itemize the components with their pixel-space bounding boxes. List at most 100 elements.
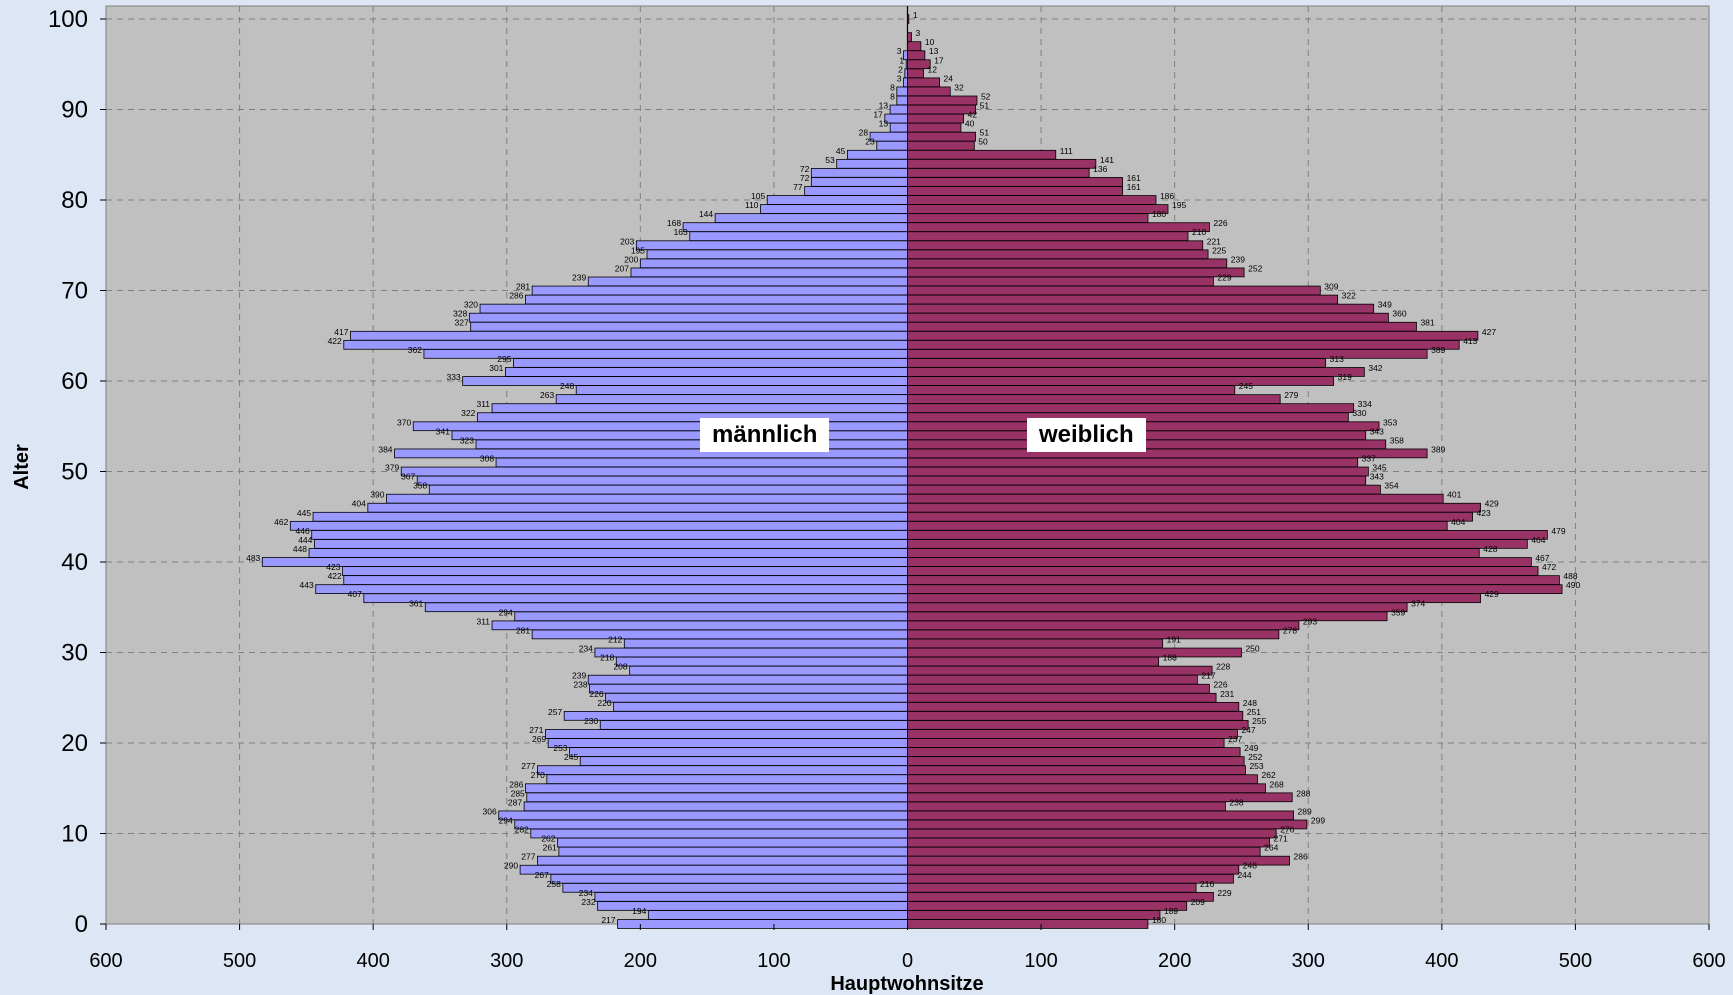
bar-weiblich-33 [907,620,1300,631]
value-label: 10 [925,37,935,47]
value-label: 444 [298,535,312,545]
value-label: 327 [454,318,468,328]
value-label: 286 [509,291,523,301]
value-label: 28 [859,128,869,138]
value-label: 50 [978,137,988,147]
value-label: 281 [516,625,530,635]
value-label: 8 [890,91,895,101]
value-label: 462 [274,517,288,527]
bar-weiblich-96 [907,50,926,61]
value-label: 358 [1390,435,1404,445]
bar-weiblich-86 [907,140,975,151]
bar-maennlich-81 [804,186,908,196]
value-label: 389 [1431,444,1445,454]
value-label: 281 [516,282,530,292]
bar-maennlich-3 [594,892,908,902]
bar-weiblich-42 [907,539,1528,549]
value-label: 234 [579,888,593,898]
bar-weiblich-45 [907,511,1473,522]
bar-maennlich-46 [367,502,908,513]
value-label: 343 [1370,472,1384,482]
bar-weiblich-67 [907,312,1389,323]
bar-maennlich-92 [896,86,908,97]
value-label: 264 [1264,843,1278,853]
value-label: 341 [436,426,450,436]
value-label: 51 [980,101,990,111]
value-label: 294 [499,607,513,617]
bar-maennlich-55 [412,421,908,432]
x-tick-label: 600 [89,950,122,972]
bar-weiblich-70 [907,285,1321,296]
value-label: 13 [879,119,889,129]
value-label: 72 [800,173,810,183]
value-label: 24 [944,73,954,83]
bar-maennlich-9 [557,837,908,848]
bar-maennlich-73 [639,258,908,269]
bar-maennlich-22 [599,720,908,730]
value-label: 488 [1563,571,1577,581]
bar-maennlich-25 [605,692,908,703]
value-label: 286 [1294,852,1308,862]
bar-weiblich-71 [907,276,1214,287]
value-label: 226 [1213,218,1227,228]
bar-maennlich-41 [308,548,908,558]
y-axis-title: Alter [11,444,33,490]
value-label: 220 [597,698,611,708]
bar-maennlich-13 [523,801,908,812]
value-label: 379 [385,463,399,473]
bar-maennlich-17 [537,765,908,775]
value-label: 231 [1220,689,1234,699]
value-label: 262 [1261,770,1275,780]
value-label: 218 [600,653,614,663]
value-label: 370 [397,417,411,427]
value-label: 221 [1207,236,1221,246]
value-label: 252 [1248,263,1262,273]
value-label: 282 [515,825,529,835]
value-label: 42 [968,110,978,120]
value-label: 446 [296,526,310,536]
bar-maennlich-79 [760,204,908,214]
x-tick-label: 200 [624,950,657,972]
y-tick-label: 90 [61,97,88,124]
bar-maennlich-82 [810,177,908,187]
x-tick-label: 100 [1024,950,1057,972]
value-label: 252 [1248,752,1262,762]
value-label: 301 [489,363,503,373]
value-label: 32 [954,82,964,92]
value-label: 308 [480,453,494,463]
bar-maennlich-58 [555,394,908,404]
bar-weiblich-60 [907,376,1335,386]
value-label: 195 [631,245,645,255]
value-label: 334 [1358,399,1372,409]
bar-weiblich-77 [907,222,1210,232]
value-label: 413 [1463,336,1477,346]
bar-maennlich-86 [876,140,908,151]
value-label: 422 [328,336,342,346]
value-label: 228 [1216,662,1230,672]
bar-weiblich-52 [907,448,1428,459]
value-label: 290 [504,861,518,871]
bar-weiblich-0 [907,919,1149,929]
bar-weiblich-84 [907,158,1097,169]
value-label: 189 [1164,906,1178,916]
value-label: 271 [529,725,543,735]
bar-weiblich-82 [907,177,1123,187]
value-label: 12 [928,64,938,74]
bar-maennlich-8 [558,846,908,857]
value-label: 277 [521,761,535,771]
bar-maennlich-47 [386,493,908,504]
bar-weiblich-30 [907,647,1242,658]
value-label: 423 [1477,508,1491,518]
value-label: 479 [1551,526,1565,536]
x-tick-label: 100 [757,950,790,972]
x-tick-label: 0 [902,950,913,972]
value-label: 464 [1531,535,1545,545]
value-label: 445 [297,508,311,518]
value-label: 277 [521,852,535,862]
bar-weiblich-5 [907,873,1234,884]
bar-weiblich-11 [907,819,1308,830]
value-label: 110 [745,200,759,210]
bar-weiblich-75 [907,240,1204,251]
value-label: 248 [560,381,574,391]
